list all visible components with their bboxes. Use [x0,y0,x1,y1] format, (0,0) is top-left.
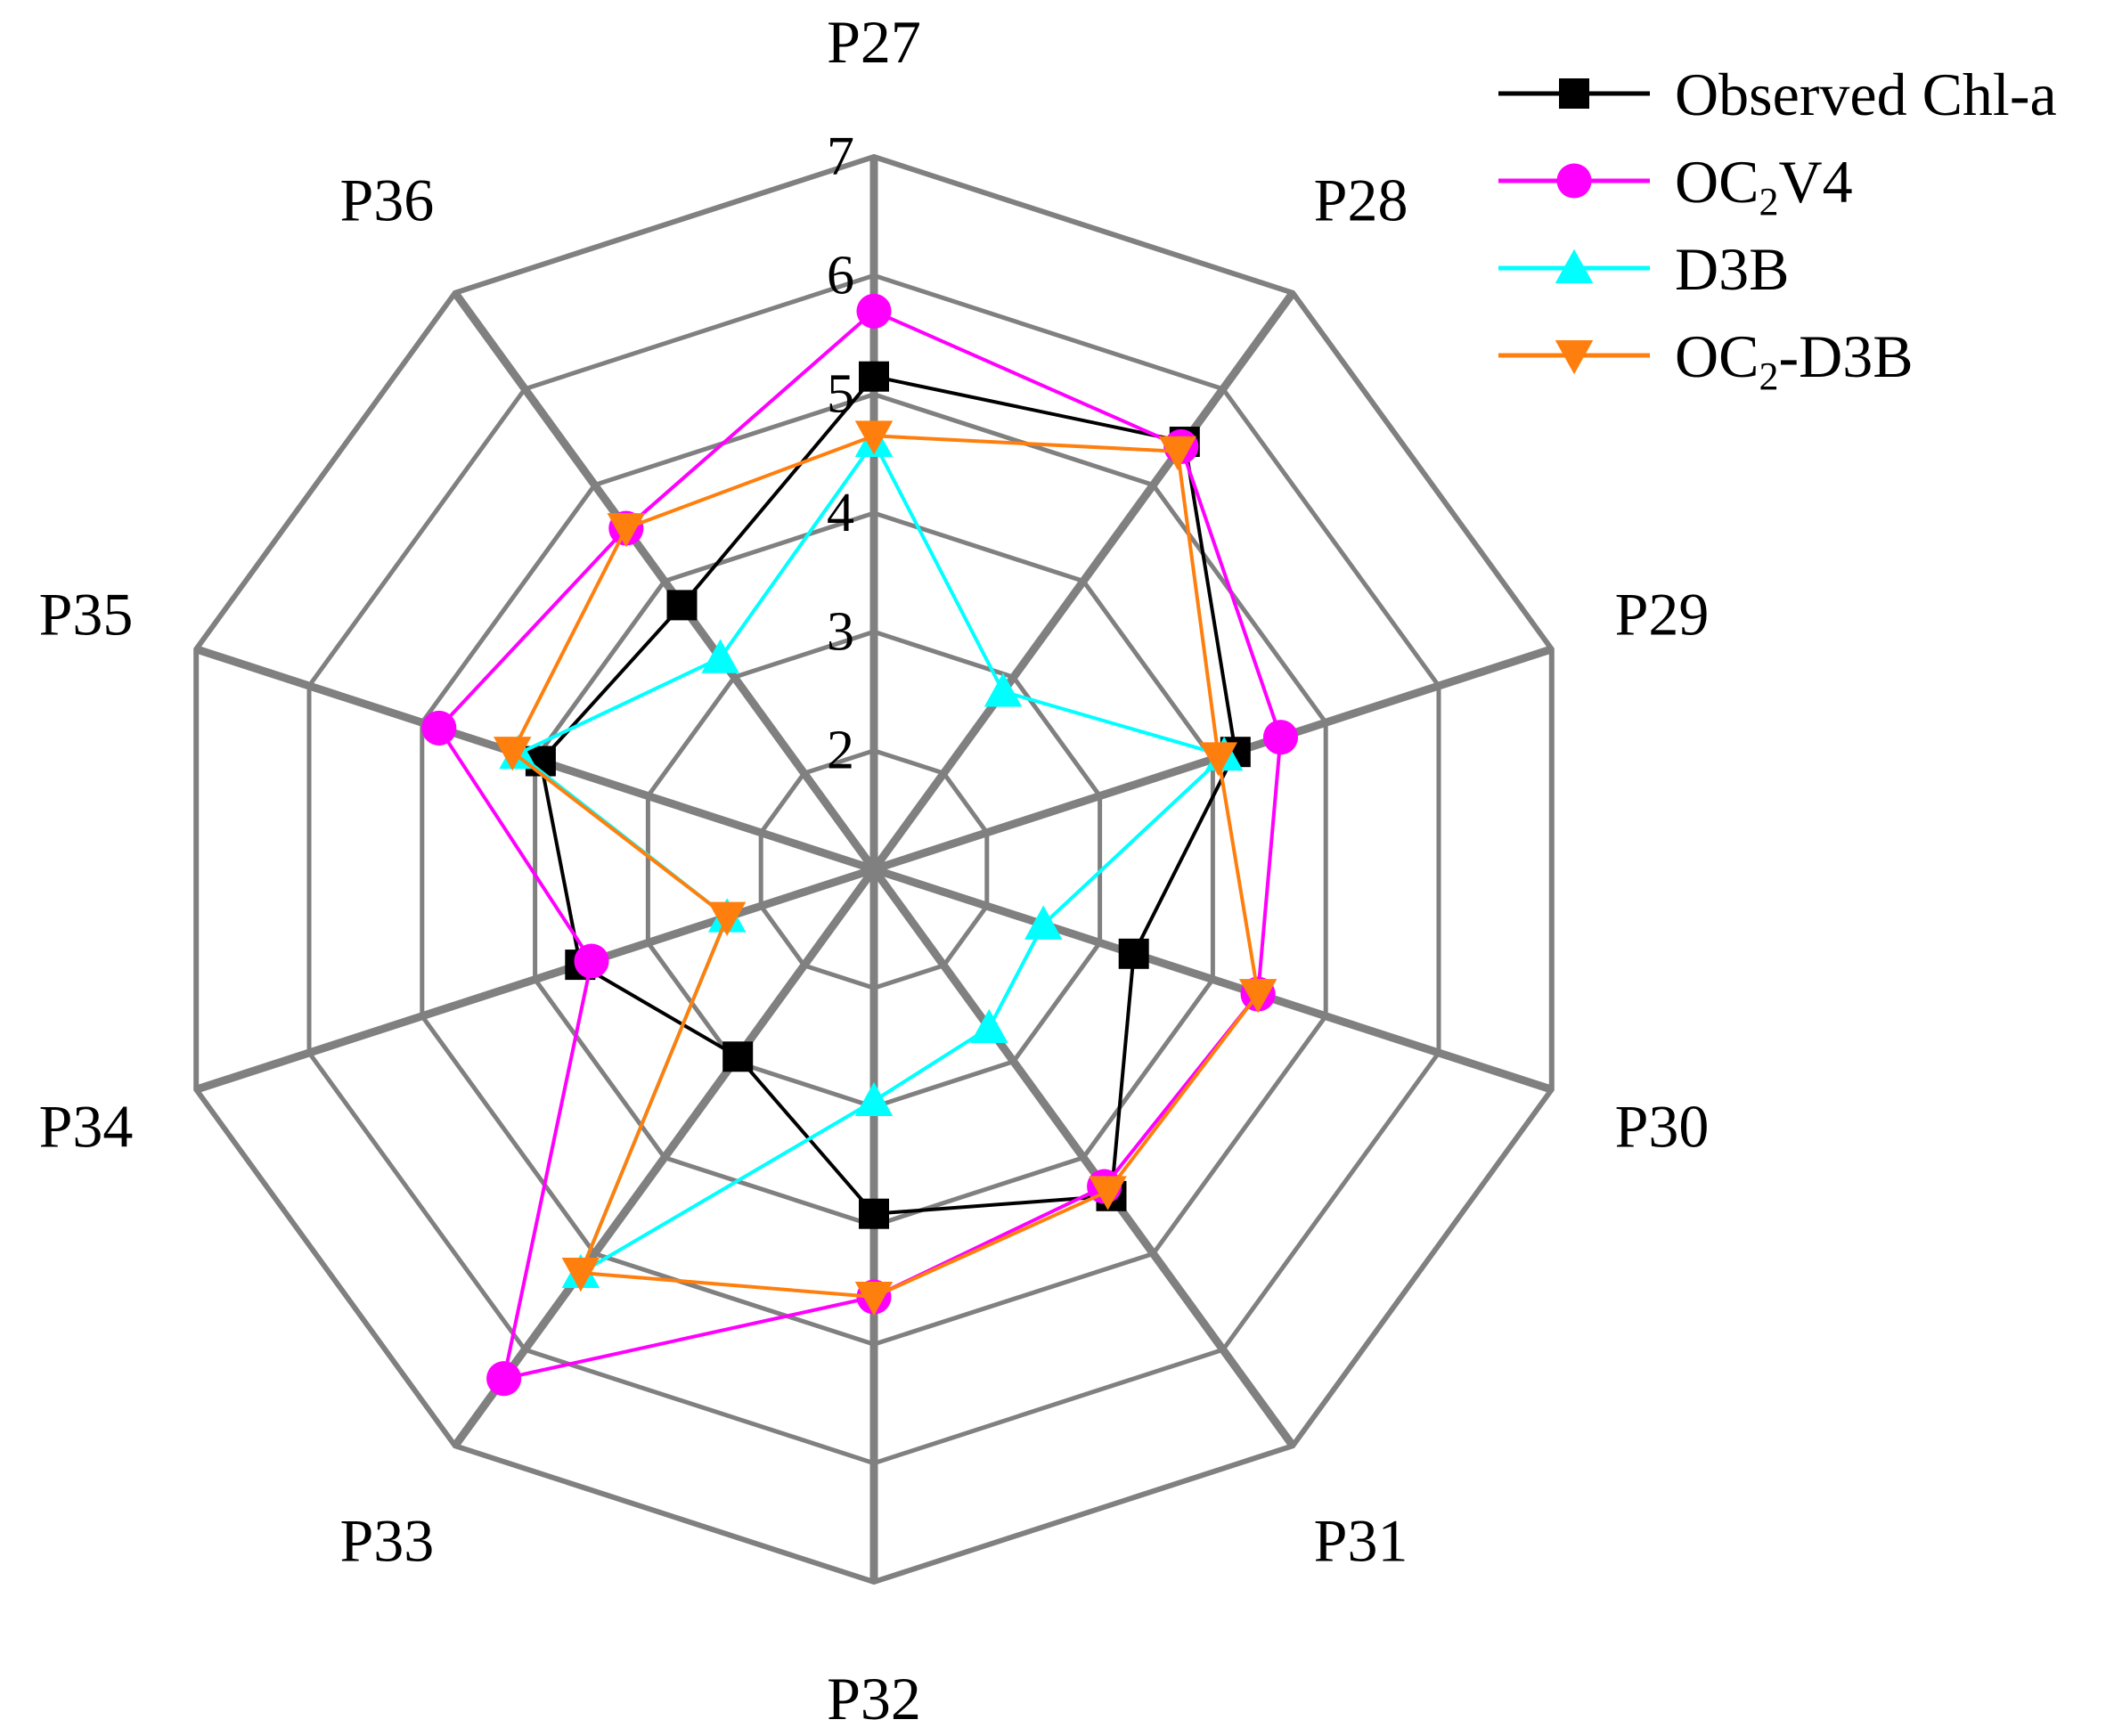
tick-label-3: 3 [827,601,854,662]
category-label-p33: P33 [339,1506,434,1574]
point-observed-chl-a-p36 [666,590,698,621]
point-oc2v4-p33 [486,1361,522,1397]
category-label-p30: P30 [1615,1092,1710,1160]
legend: Observed Chl-a OC2V4 D3B OC2-D3B [1498,61,2057,398]
legend-marker-oc2-d3b [1555,340,1594,375]
point-oc2-d3b-p27 [854,420,894,455]
category-label-p32: P32 [827,1665,921,1732]
legend-item-oc2-d3b: OC2-D3B [1498,322,1914,398]
tick-label-2: 2 [827,721,854,781]
tick-label-7: 7 [827,126,854,187]
point-d3b-p28 [984,672,1023,707]
point-observed-chl-a-p33 [722,1041,754,1072]
point-oc2-d3b-p36 [607,513,646,548]
point-observed-chl-a-p30 [1118,938,1149,969]
legend-marker-oc2v4 [1556,163,1592,199]
point-oc2-d3b-p35 [493,737,532,771]
spoke-p28 [870,290,1296,872]
legend-label-d3b: D3B [1675,235,1789,303]
legend-item-d3b: D3B [1498,235,1789,303]
legend-label-oc2v4: OC2V4 [1675,148,1853,224]
point-d3b-p32 [854,1081,894,1116]
category-labels: P27 P28 P29 P30 P31 P32 P33 P34 P35 P36 [39,8,1710,1732]
category-label-p27: P27 [827,8,921,76]
point-oc2-d3b-p29 [1199,742,1238,777]
point-oc2v4-p35 [421,710,457,746]
legend-item-oc2v4: OC2V4 [1498,148,1853,224]
grid [193,153,1555,1585]
category-label-p31: P31 [1314,1506,1408,1574]
category-label-p34: P34 [39,1092,134,1160]
series-oc2-d3b [493,420,1277,1316]
legend-label-oc2-d3b: OC2-D3B [1675,322,1914,398]
spoke-p33 [452,867,877,1448]
spoke-p31 [870,867,1296,1448]
point-d3b-p30 [1024,905,1063,940]
point-oc2v4-p34 [574,943,609,979]
spoke-p34 [194,865,876,1094]
point-observed-chl-a-p27 [859,361,889,392]
legend-item-observed-chl-a: Observed Chl-a [1498,61,2057,128]
series-layer [421,293,1299,1397]
legend-marker-d3b [1555,249,1594,283]
category-label-p35: P35 [39,581,134,648]
point-oc2-d3b-p28 [1158,436,1197,471]
spoke-p36 [452,290,877,872]
point-oc2v4-p27 [856,293,892,329]
legend-label-observed-chl-a: Observed Chl-a [1675,61,2057,128]
point-oc2-d3b-p30 [1238,979,1277,1014]
spoke-p30 [872,865,1554,1094]
point-oc2-d3b-p33 [561,1258,600,1292]
tick-label-4: 4 [827,483,854,543]
point-oc2-d3b-p31 [1089,1176,1127,1210]
tick-label-6: 6 [827,245,854,306]
point-oc2-d3b-p34 [707,901,747,936]
legend-marker-observed-chl-a [1559,78,1589,109]
point-d3b-p31 [970,1008,1008,1043]
category-label-p29: P29 [1615,581,1710,648]
category-label-p36: P36 [339,167,434,234]
point-oc2v4-p29 [1262,720,1299,755]
point-d3b-p36 [701,639,739,673]
point-oc2-d3b-p32 [854,1282,894,1316]
category-label-p28: P28 [1314,167,1408,234]
point-observed-chl-a-p32 [859,1198,889,1229]
